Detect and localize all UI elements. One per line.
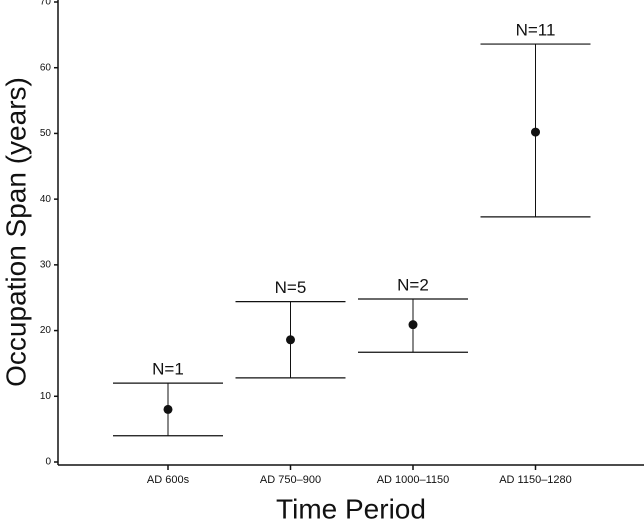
mean-point [286, 335, 295, 345]
mean-point [163, 404, 173, 414]
sample-size-label: N=2 [397, 276, 429, 295]
sample-size-label: N=11 [516, 21, 556, 40]
y-axis-title: Occupation Span (years) [0, 77, 31, 387]
x-tick-label: AD 600s [147, 474, 190, 486]
y-tick-label: 60 [40, 62, 52, 73]
y-tick-label: 20 [40, 325, 52, 336]
y-tick-label: 10 [40, 391, 52, 402]
x-tick-label: AD 750–900 [260, 474, 321, 486]
sample-size-label: N=5 [275, 278, 307, 297]
x-axis-title: Time Period [276, 493, 426, 523]
mean-point [408, 320, 418, 330]
sample-size-label: N=1 [152, 360, 184, 379]
y-tick-label: 50 [40, 128, 52, 139]
x-tick-label: AD 1000–1150 [377, 474, 450, 486]
y-tick-label: 30 [40, 259, 52, 270]
y-tick-label: 40 [40, 194, 52, 205]
mean-point [531, 127, 540, 137]
y-tick-label: 70 [40, 0, 52, 8]
x-tick-label: AD 1150–1280 [499, 474, 572, 486]
y-tick-label: 0 [45, 457, 51, 468]
